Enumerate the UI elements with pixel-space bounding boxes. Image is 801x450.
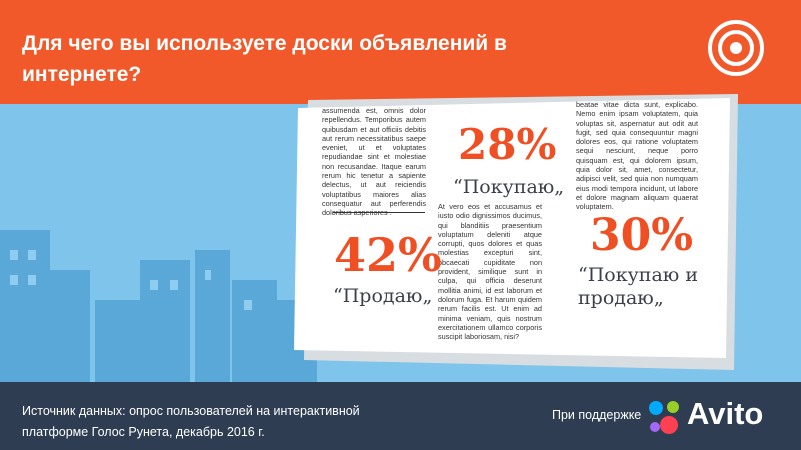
title: Для чего вы используете доски объявлений… [22, 32, 507, 86]
footer [0, 382, 801, 450]
stat-label: “Продаю„ [333, 285, 433, 307]
stat-label: “Покупаю и продаю„ [578, 264, 699, 309]
city-skyline [0, 230, 317, 382]
sponsor-label: При поддержке [552, 408, 642, 422]
avito-logo: Avito [687, 396, 764, 431]
source-text: Источник данных: опрос пользователей на … [22, 404, 360, 418]
source-text: платформе Голос Рунета, декабрь 2016 г. [22, 425, 265, 439]
divider [333, 212, 425, 213]
stat-value: 30% [590, 210, 694, 261]
stat-value: 28% [458, 120, 557, 169]
body-text: assumenda est, omnis dolor repellendus. … [322, 106, 426, 217]
body-text: beatae vitae dicta sunt, explicabo. Nemo… [576, 100, 698, 212]
header [0, 0, 801, 104]
stat-label: “Покупаю„ [453, 176, 565, 198]
stat-value: 42% [334, 228, 442, 282]
newspaper [294, 94, 738, 370]
avito-dots [649, 401, 679, 434]
target-icon [708, 20, 764, 76]
body-text: At vero eos et accusamus et iusto odio d… [438, 202, 542, 342]
